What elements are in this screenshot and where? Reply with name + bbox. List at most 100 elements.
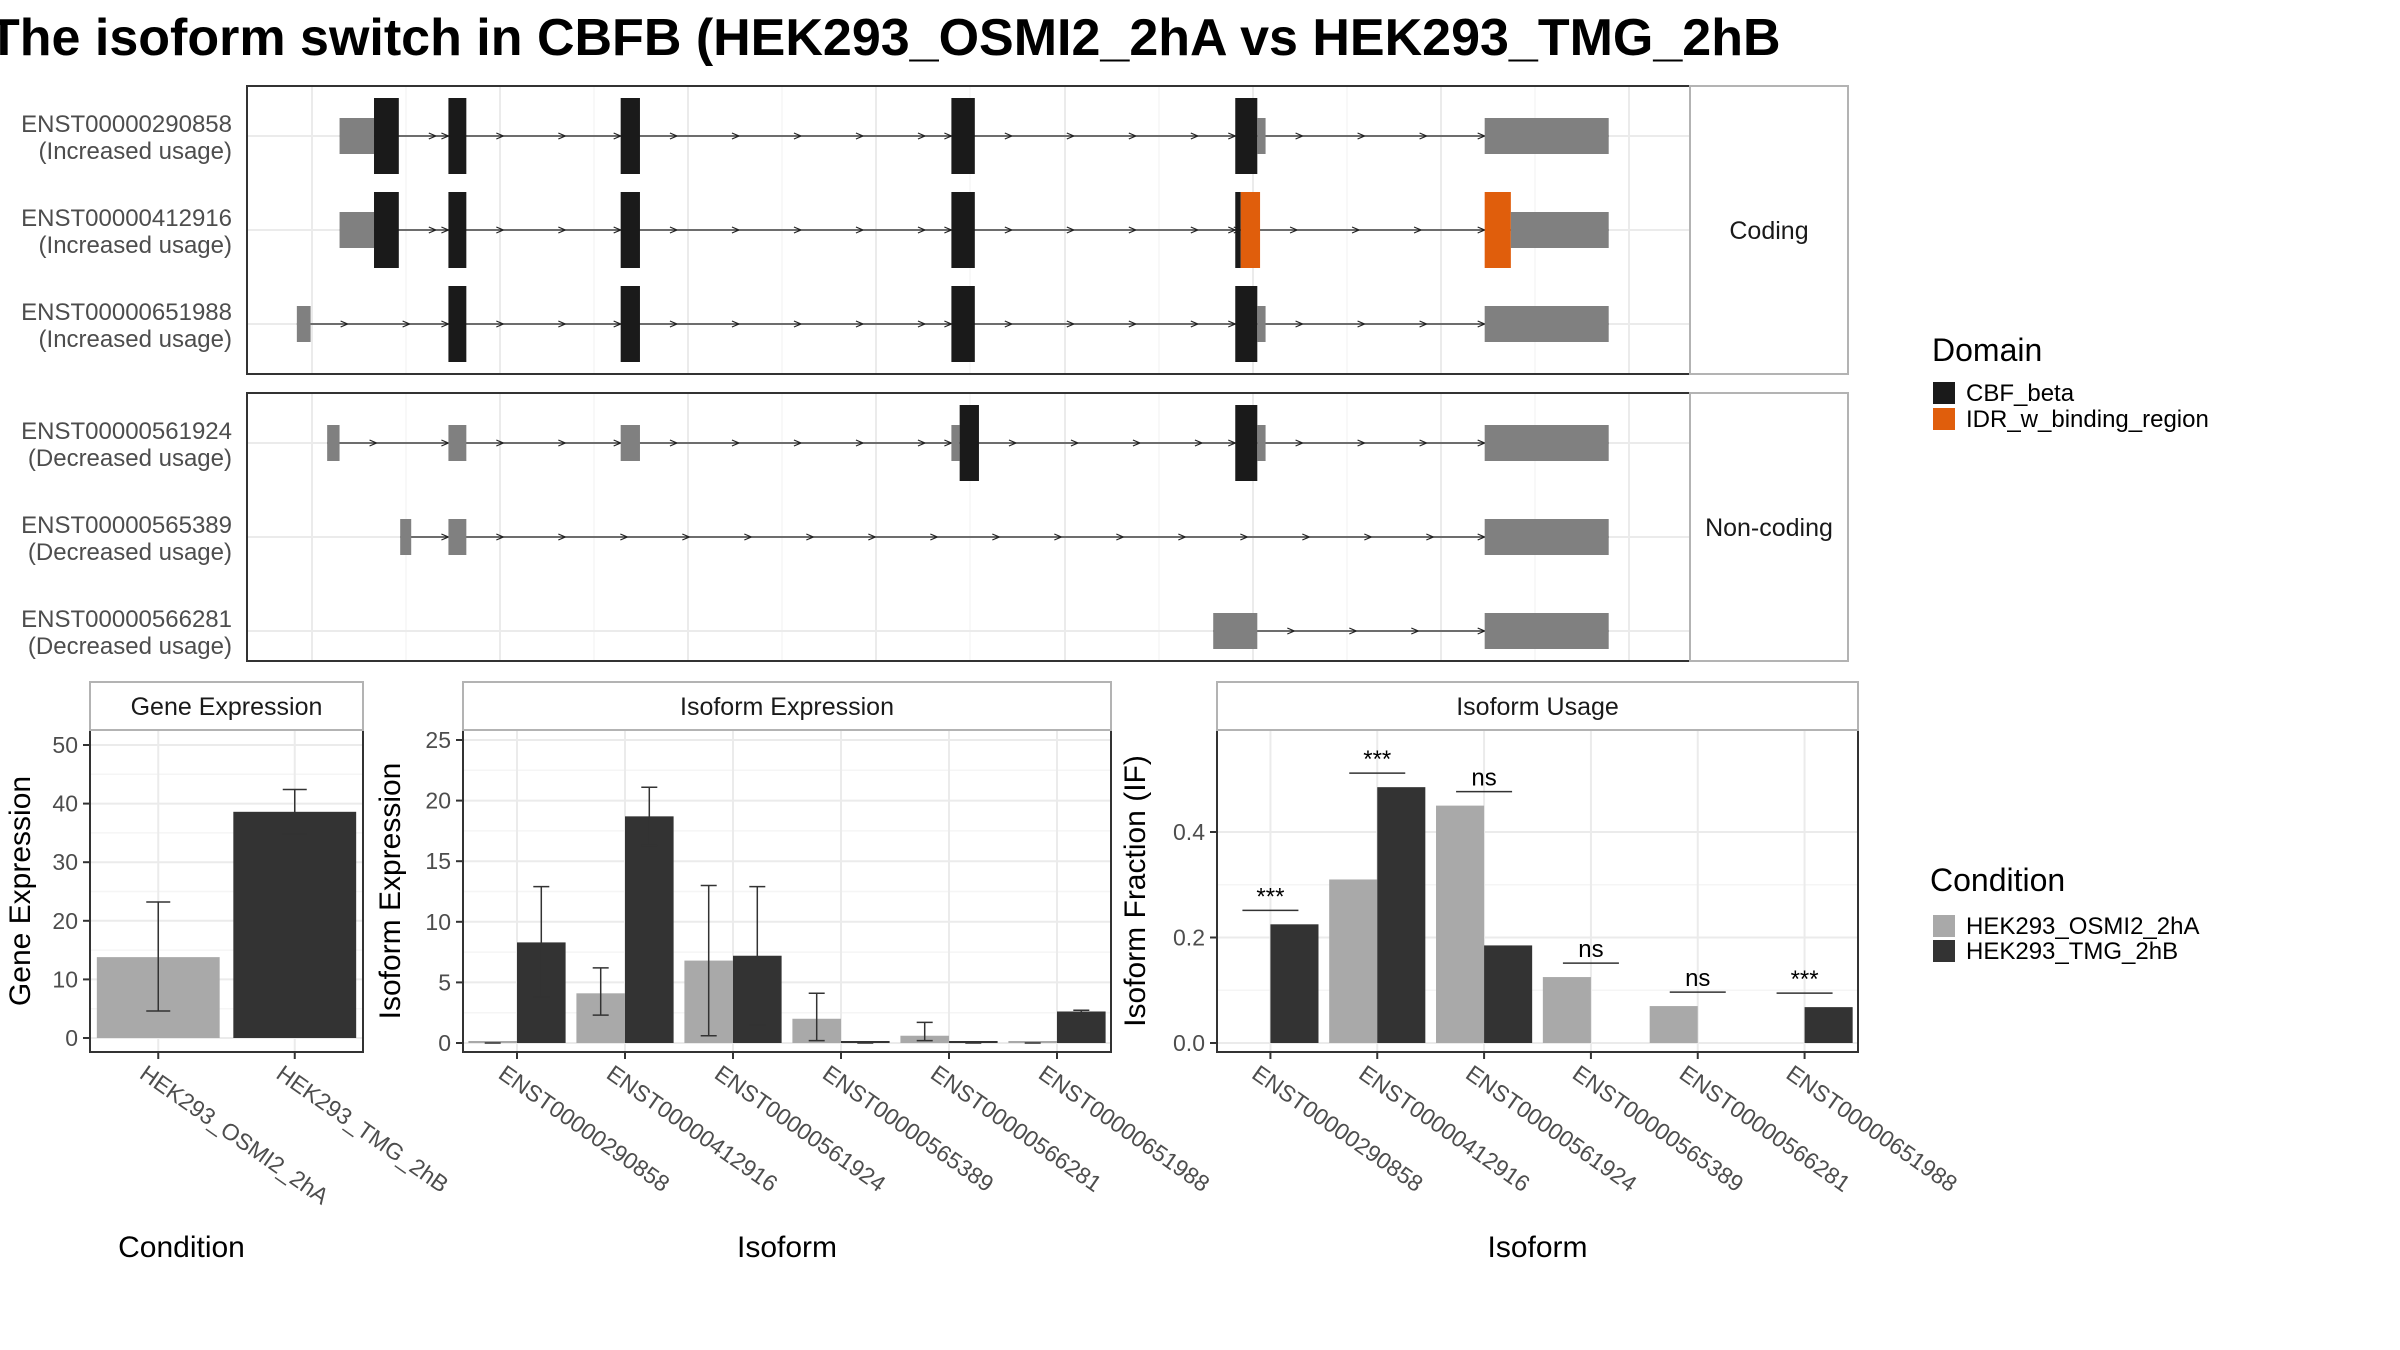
strand-arrow [496,533,505,541]
strand-arrow [1128,132,1138,140]
transcript-label: ENST00000561924 [21,418,232,445]
transcript-usage-label: (Increased usage) [39,232,232,259]
exon-cds [1235,405,1258,481]
legend-key [1933,915,1955,937]
x-tick-label: ENST00000651988 [1782,1060,1962,1197]
transcript-ENST00000651988 [296,286,1609,362]
bar [1804,1007,1853,1043]
strand-arrow [1004,320,1014,328]
exon-utr [1257,306,1266,342]
strand-arrow [1066,132,1076,140]
exon-cds [448,98,467,174]
bar [233,811,357,1038]
exon-utr [296,306,311,342]
strand-arrow [1066,320,1076,328]
facet-strip [1216,681,1859,731]
y-tick-label: 15 [425,848,451,874]
x-tick-label: ENST00000651988 [1034,1060,1214,1197]
legend-label: HEK293_OSMI2_2hA [1966,913,2199,940]
strand-arrow [1194,439,1204,447]
y-tick-label: 30 [52,849,78,875]
strand-arrow [1008,439,1018,447]
strand-arrow [868,533,877,541]
strand-arrow [369,439,379,447]
exon-utr [1257,118,1266,154]
transcript-label: ENST00000412916 [21,205,232,232]
bar [1270,924,1319,1043]
strand-arrow [558,132,567,140]
exon-utr [339,118,375,154]
exon-cds [951,98,975,174]
significance-label: *** [1363,746,1391,773]
exon-cds [620,98,640,174]
legend-key [1933,940,1955,962]
legend-label: IDR_w_binding_region [1966,406,2209,433]
exon-utr [1257,425,1266,461]
exon-idr [1484,192,1511,268]
bar [1649,1006,1698,1043]
x-tick-label: ENST00000412916 [1354,1060,1534,1197]
strand-arrow [1132,439,1142,447]
y-tick-label: 20 [52,908,78,934]
transcript-ENST00000561924 [327,405,1609,481]
x-axis-label: Isoform [1487,1231,1587,1264]
bar [625,816,674,1043]
panel-background [1217,730,1858,1052]
strand-arrow [669,132,679,140]
exon-cds [448,286,467,362]
facet-strip [1689,85,1849,375]
y-tick-label: 20 [425,788,451,814]
strand-arrow [1004,132,1014,140]
bar [1377,787,1426,1043]
strand-arrow [731,132,741,140]
bar [1542,977,1591,1043]
exon-cds [1235,98,1258,174]
strand-arrow [1426,533,1435,541]
strand-arrow [428,226,438,234]
strand-arrow [1357,439,1367,447]
significance-label: ns [1685,965,1710,992]
y-tick-label: 25 [425,727,451,753]
exon-cds [959,405,979,481]
exon-cds [448,192,467,268]
x-axis-label: Isoform [737,1231,837,1264]
bar [1329,879,1378,1043]
x-axis-label: Condition [118,1231,245,1264]
significance-label: *** [1256,883,1284,910]
structure-panel-non-coding: Non-coding [246,392,1849,662]
transcript-usage-label: (Decreased usage) [28,633,232,660]
strand-arrow [1411,627,1420,635]
exon-utr [620,425,640,461]
exon-utr [1484,519,1609,555]
y-tick-label: 50 [52,732,78,758]
strand-arrow [1364,533,1373,541]
legend-label: HEK293_TMG_2hB [1966,938,2178,965]
strand-arrow [1419,320,1429,328]
strand-arrow [340,320,350,328]
strand-arrow [620,533,629,541]
bar [841,1041,890,1043]
exon-cds [1235,286,1258,362]
strand-arrow [917,226,927,234]
y-tick-label: 0 [65,1025,78,1051]
exon-utr [1484,306,1609,342]
legend-key [1933,408,1955,430]
strand-arrow [682,533,691,541]
strand-arrow [1349,627,1358,635]
bar [1057,1011,1106,1043]
significance-label: ns [1471,765,1496,792]
strand-arrow [793,226,803,234]
strand-arrow [1351,226,1361,234]
page-title: The isoform switch in CBFB (HEK293_OSMI2… [0,9,1781,67]
strand-arrow [1190,320,1200,328]
exon-cds [374,98,399,174]
facet-label: Coding [1729,217,1808,245]
legend-title: Domain [1932,332,2042,368]
transcript-label: ENST00000651988 [21,299,232,326]
exon-utr [327,425,340,461]
chart-isoform-usage: *** *** ns ns ns *** Isoform Usage 0.0 0.2 0.4 Iso… [1119,681,1962,1264]
facet-strip [462,681,1112,731]
